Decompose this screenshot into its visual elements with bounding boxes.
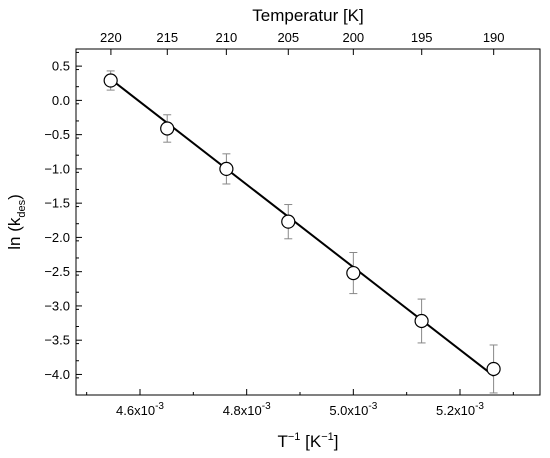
- axis-ticks: 0.5 0.0 −0.5 −1.0 −1.5 −2.0 −2.5 −3.0 −3.5 −4.0 4.…: [44, 30, 514, 418]
- y-tick-label: −0.5: [44, 127, 70, 142]
- x-tick-label-exponent: -3: [262, 401, 271, 412]
- data-point: [346, 265, 361, 281]
- y-tick-label: −3.0: [44, 298, 70, 313]
- y-axis-title-sub: des: [16, 199, 28, 217]
- y-axis-title: ln (kdes): [5, 194, 28, 250]
- x-tick-label-exponent: -3: [475, 401, 484, 412]
- x-tick-label-mantissa: 5.2x10: [436, 403, 475, 418]
- x-axis-title-exp: −1: [288, 431, 301, 443]
- y-tick-label: −3.5: [44, 333, 70, 348]
- y-tick-label: 0.0: [52, 93, 70, 108]
- fit-line: [110, 78, 495, 377]
- data-point: [219, 161, 234, 177]
- top-tick-label: 220: [100, 30, 122, 45]
- data-points: [103, 73, 501, 377]
- x-tick-label: 4.6x10-3: [116, 401, 164, 418]
- y-tick-label: −2.5: [44, 264, 70, 279]
- y-tick-label: 0.5: [52, 59, 70, 74]
- top-tick-label: 215: [156, 30, 178, 45]
- y-tick-label: −1.0: [44, 161, 70, 176]
- data-point: [160, 121, 175, 136]
- top-tick-label: 210: [215, 30, 237, 45]
- x-axis-title-close: ]: [334, 432, 339, 451]
- x-tick-label-exponent: -3: [368, 401, 377, 412]
- x-tick-label-mantissa: 4.8x10: [223, 403, 262, 418]
- x-tick-label: 5.2x10-3: [436, 401, 484, 418]
- x-tick-label: 5.0x10-3: [329, 401, 377, 418]
- y-axis-title-base: ln (k: [5, 217, 24, 250]
- y-tick-label: −2.0: [44, 230, 70, 245]
- x-axis-title-base: T: [277, 432, 287, 451]
- x-tick-label: 4.8x10-3: [223, 401, 271, 418]
- x-axis-title: T−1 [K−1]: [277, 431, 338, 451]
- top-tick-label: 200: [342, 30, 364, 45]
- y-tick-label: −1.5: [44, 196, 70, 211]
- x-tick-label-mantissa: 4.6x10: [116, 403, 155, 418]
- data-point: [281, 214, 296, 229]
- top-axis-title: Temperatur [K]: [252, 6, 364, 25]
- x-axis-title-unit: [K: [300, 432, 321, 451]
- data-point: [103, 73, 118, 88]
- error-bars: [106, 70, 498, 394]
- data-point: [486, 361, 501, 377]
- data-point: [414, 313, 429, 329]
- y-axis-title-close: ): [5, 194, 24, 200]
- top-tick-label: 190: [483, 30, 505, 45]
- top-tick-label: 195: [411, 30, 433, 45]
- fit-line-group: [110, 78, 495, 377]
- plot-frame: [75, 48, 541, 396]
- x-tick-label-exponent: -3: [155, 401, 164, 412]
- top-tick-label: 205: [277, 30, 299, 45]
- x-axis-title-unit-exp: −1: [321, 431, 334, 443]
- x-tick-label-mantissa: 5.0x10: [329, 403, 368, 418]
- y-tick-label: −4.0: [44, 367, 70, 382]
